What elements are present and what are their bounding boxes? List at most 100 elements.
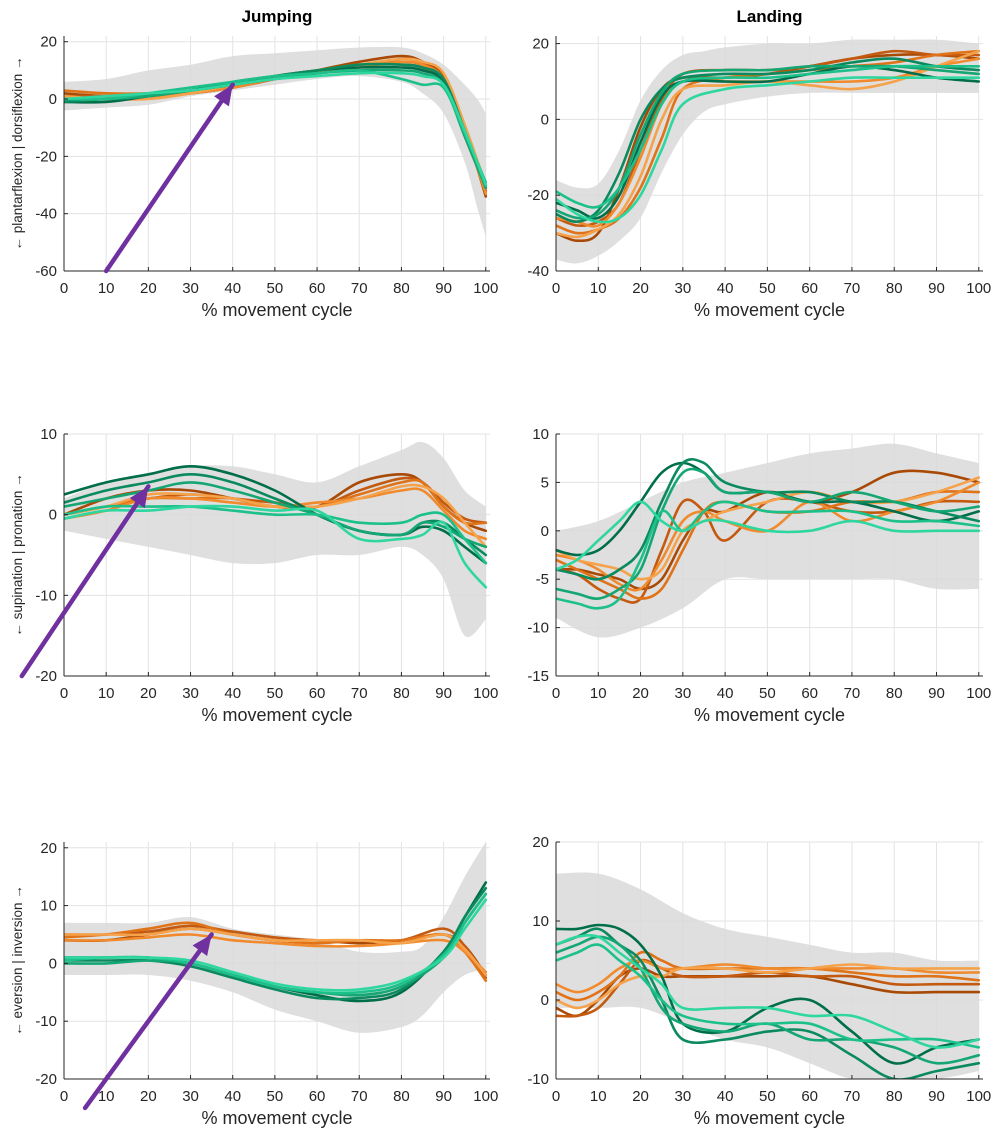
- series-line-green-1: [556, 64, 981, 220]
- series-line-green-4: [64, 504, 488, 565]
- y-tick-label: -15: [527, 668, 549, 685]
- series-line-green-4: [556, 500, 981, 610]
- x-axis-label: % movement cycle: [694, 1108, 845, 1128]
- x-tick-label: 70: [351, 1088, 368, 1105]
- y-axis-label: ← eversion | inversion →: [10, 885, 25, 1036]
- x-tick-label: 100: [473, 685, 498, 702]
- series-line-green-5: [64, 898, 488, 992]
- column-title: Landing: [736, 7, 802, 26]
- y-tick-label: 0: [49, 91, 57, 108]
- series-line-green-2: [556, 458, 981, 581]
- annotation-arrow-shaft: [103, 82, 235, 274]
- annotation-arrow-head: [214, 84, 233, 107]
- x-tick-label: 80: [886, 685, 903, 702]
- x-tick-label: 40: [717, 280, 734, 297]
- x-tick-label: 30: [674, 280, 691, 297]
- x-tick-label: 50: [267, 685, 284, 702]
- x-tick-label: 20: [632, 280, 649, 297]
- x-tick-label: 40: [224, 280, 241, 297]
- y-axis-label: ← plantarflexion | dorsiflexion →: [10, 56, 25, 250]
- x-axis-label: % movement cycle: [201, 300, 352, 320]
- x-tick-label: 30: [182, 280, 199, 297]
- series-line-green-5: [556, 500, 981, 571]
- y-tick-label: 10: [40, 898, 57, 915]
- series-line-green-4: [556, 943, 981, 1049]
- x-tick-label: 60: [309, 1088, 326, 1105]
- x-tick-label: 50: [759, 685, 776, 702]
- series-line-green-5: [556, 76, 981, 224]
- x-tick-label: 50: [759, 280, 776, 297]
- x-tick-label: 40: [717, 685, 734, 702]
- series-line-green-1: [556, 923, 981, 1065]
- x-tick-label: 90: [928, 280, 945, 297]
- x-tick-label: 100: [966, 280, 991, 297]
- x-tick-label: 90: [435, 685, 452, 702]
- annotation-arrow-shaft: [82, 932, 214, 1111]
- x-tick-label: 10: [98, 1088, 115, 1105]
- y-tick-label: -20: [35, 668, 57, 685]
- series-line-green-4: [556, 64, 981, 209]
- x-tick-label: 30: [674, 1088, 691, 1105]
- y-tick-label: -40: [527, 263, 549, 280]
- x-tick-label: 90: [435, 280, 452, 297]
- x-tick-label: 60: [801, 685, 818, 702]
- x-tick-label: 90: [928, 685, 945, 702]
- x-tick-label: 10: [590, 685, 607, 702]
- y-tick-label: 0: [541, 992, 549, 1009]
- y-tick-label: 20: [40, 840, 57, 857]
- x-tick-label: 70: [844, 685, 861, 702]
- series-line-green-5: [556, 934, 981, 1049]
- x-tick-label: 80: [886, 1088, 903, 1105]
- series-line-green-2: [556, 57, 981, 224]
- x-tick-label: 30: [182, 685, 199, 702]
- series-line-orange-5: [64, 927, 488, 977]
- y-tick-label: 10: [40, 426, 57, 443]
- x-tick-label: 10: [590, 280, 607, 297]
- y-tick-label: -40: [35, 206, 57, 223]
- x-tick-label: 100: [966, 685, 991, 702]
- x-tick-label: 20: [632, 1088, 649, 1105]
- x-tick-label: 50: [267, 280, 284, 297]
- x-tick-label: 0: [552, 1088, 560, 1105]
- x-axis-label: % movement cycle: [201, 1108, 352, 1128]
- y-tick-label: -20: [35, 1071, 57, 1088]
- x-tick-label: 70: [844, 1088, 861, 1105]
- x-tick-label: 100: [966, 1088, 991, 1105]
- y-tick-label: 0: [49, 507, 57, 524]
- x-tick-label: 40: [224, 1088, 241, 1105]
- x-tick-label: 40: [717, 1088, 734, 1105]
- series-line-orange-5: [556, 963, 981, 1010]
- x-tick-label: 10: [98, 685, 115, 702]
- series-line-orange-2: [556, 958, 981, 1018]
- x-tick-label: 80: [393, 280, 410, 297]
- annotation-arrow-head: [192, 934, 212, 956]
- x-tick-label: 0: [552, 280, 560, 297]
- y-tick-label: 0: [49, 955, 57, 972]
- column-title: Jumping: [242, 7, 313, 26]
- x-tick-label: 10: [98, 280, 115, 297]
- y-tick-label: -20: [527, 187, 549, 204]
- x-axis-label: % movement cycle: [694, 300, 845, 320]
- x-tick-label: 20: [140, 1088, 157, 1105]
- x-tick-label: 50: [267, 1088, 284, 1105]
- x-axis-label: % movement cycle: [694, 705, 845, 725]
- annotation-arrow-head: [129, 486, 149, 509]
- series-line-orange-2: [64, 924, 488, 980]
- x-tick-label: 10: [590, 1088, 607, 1105]
- x-tick-label: 30: [674, 685, 691, 702]
- x-tick-label: 90: [435, 1088, 452, 1105]
- y-tick-label: -10: [35, 1013, 57, 1030]
- x-tick-label: 60: [801, 280, 818, 297]
- panel-jumping-dorsiflexion: 0 10 20 30 40 50 60 70 80 90 100 -60 -40 -20 0 20 % move…: [10, 7, 498, 320]
- y-tick-label: 20: [532, 834, 549, 851]
- series-line-green-3: [556, 467, 981, 600]
- y-tick-label: -20: [35, 148, 57, 165]
- x-tick-label: 0: [552, 685, 560, 702]
- x-tick-label: 80: [393, 685, 410, 702]
- series-line-orange-4: [64, 487, 488, 541]
- x-tick-label: 60: [801, 1088, 818, 1105]
- x-tick-label: 30: [182, 1088, 199, 1105]
- y-tick-label: 5: [541, 474, 549, 491]
